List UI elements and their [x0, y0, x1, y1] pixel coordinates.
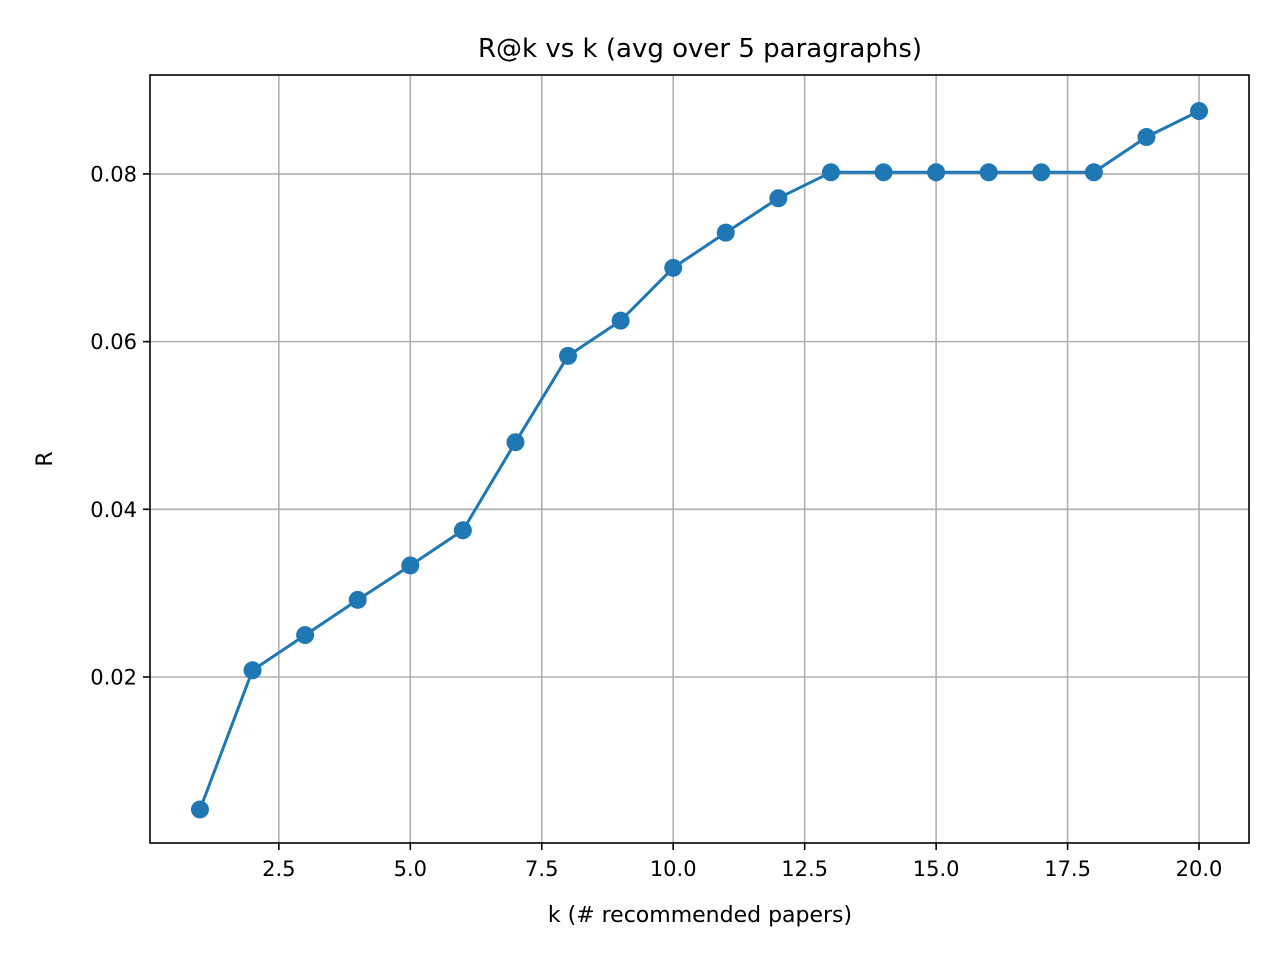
data-point [821, 163, 840, 182]
x-tick-label: 7.5 [525, 857, 558, 881]
data-point [559, 346, 578, 365]
x-axis-ticks: 2.5 5.0 7.5 10.0 12.5 15.0 17.5 20.0 [262, 843, 1222, 881]
y-tick-label: 0.04 [90, 498, 137, 522]
x-tick-label: 17.5 [1044, 857, 1091, 881]
data-point [769, 189, 788, 208]
data-point [1137, 128, 1156, 147]
data-point [1190, 102, 1209, 121]
y-tick-label: 0.06 [90, 330, 137, 354]
y-axis-ticks: 0.02 0.04 0.06 0.08 [90, 162, 150, 689]
series-layer [190, 102, 1209, 819]
data-point [611, 311, 630, 330]
data-point [716, 223, 735, 242]
x-tick-label: 5.0 [394, 857, 427, 881]
data-point [1032, 163, 1051, 182]
data-point [927, 163, 946, 182]
chart-title: R@k vs k (avg over 5 paragraphs) [478, 34, 922, 64]
y-tick-label: 0.08 [90, 162, 137, 186]
data-point [874, 163, 893, 182]
y-axis-label: R [33, 451, 58, 466]
data-point [1084, 163, 1103, 182]
plot-frame [149, 74, 1250, 844]
data-point [296, 626, 315, 645]
data-point [243, 661, 262, 680]
grid [150, 75, 1249, 843]
y-tick-label: 0.02 [90, 665, 137, 689]
x-tick-label: 2.5 [262, 857, 295, 881]
data-point [453, 521, 472, 540]
data-point [190, 800, 209, 819]
x-tick-label: 10.0 [650, 857, 697, 881]
data-point [401, 556, 420, 575]
data-point [506, 433, 525, 452]
x-axis-label: k (# recommended papers) [548, 903, 852, 928]
data-point [348, 590, 367, 609]
x-tick-label: 15.0 [913, 857, 960, 881]
data-point [979, 163, 998, 182]
data-point [664, 258, 683, 277]
x-tick-label: 20.0 [1176, 857, 1223, 881]
x-tick-label: 12.5 [781, 857, 828, 881]
